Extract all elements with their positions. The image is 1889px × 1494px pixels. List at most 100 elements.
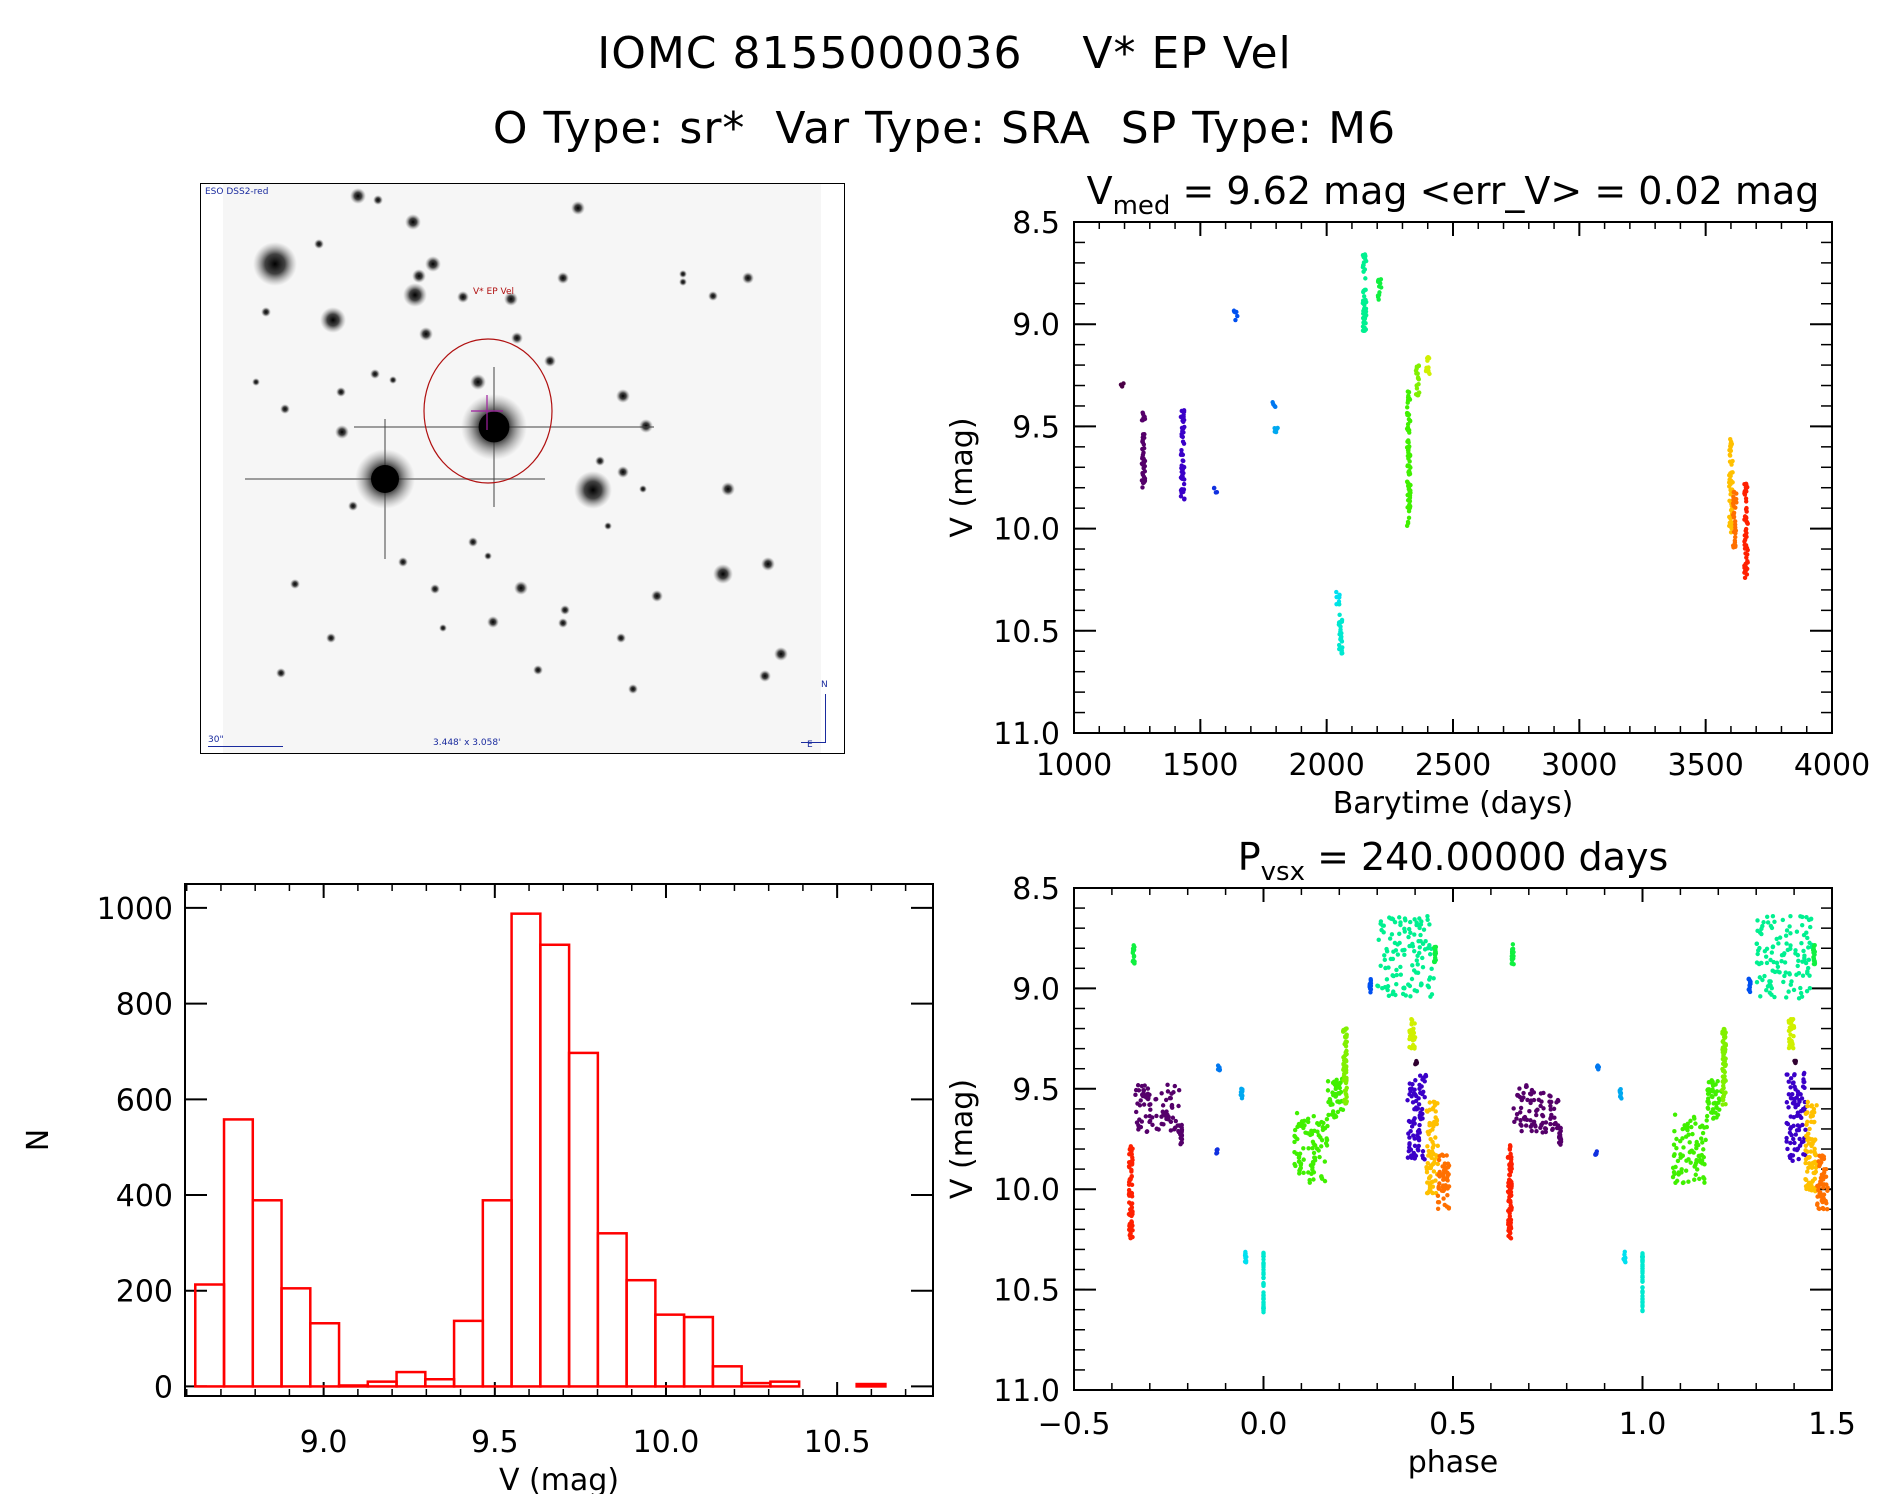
data-point: [1728, 478, 1734, 483]
data-point: [1426, 369, 1431, 375]
data-point: [1727, 447, 1733, 453]
data-point: [1640, 1254, 1645, 1259]
data-point: [1734, 500, 1739, 505]
data-point: [1759, 931, 1764, 937]
data-point: [1425, 913, 1430, 919]
data-point: [1325, 1123, 1330, 1129]
data-point: [1179, 469, 1184, 475]
data-point: [1770, 968, 1775, 973]
data-point: [1507, 1143, 1513, 1148]
data-point: [1405, 505, 1410, 510]
data-point: [1159, 1121, 1164, 1127]
data-point: [1728, 441, 1734, 447]
data-point: [1178, 1142, 1183, 1147]
data-point: [1418, 1116, 1424, 1122]
data-point: [1405, 492, 1410, 498]
data-point: [1299, 1120, 1305, 1125]
data-point: [1804, 1186, 1809, 1192]
data-point: [1747, 987, 1752, 993]
data-point: [1742, 546, 1748, 551]
data-point: [1427, 943, 1432, 948]
data-point: [1791, 1136, 1796, 1142]
data-point: [1421, 927, 1427, 932]
data-point: [1424, 1169, 1430, 1175]
data-point: [1774, 960, 1780, 966]
data-point: [1757, 930, 1763, 935]
data-point: [1818, 1181, 1824, 1187]
data-point: [1754, 941, 1760, 946]
data-point: [1414, 922, 1419, 928]
data-point: [1706, 1080, 1712, 1085]
data-point: [1805, 1155, 1811, 1160]
data-point: [1344, 1094, 1349, 1100]
star: [595, 456, 605, 466]
data-point: [1717, 1107, 1722, 1112]
data-point: [1709, 1078, 1714, 1083]
data-point: [1416, 1102, 1422, 1107]
data-point: [1812, 1151, 1818, 1157]
data-point: [1799, 1140, 1805, 1145]
data-point: [1362, 314, 1368, 320]
data-point: [1311, 1150, 1317, 1156]
data-point: [1640, 1285, 1645, 1290]
data-point: [1261, 1282, 1266, 1287]
data-point: [1787, 1039, 1792, 1045]
data-point: [1817, 1153, 1822, 1159]
data-point: [1698, 1159, 1703, 1165]
data-point: [1809, 1103, 1814, 1109]
data-point: [1744, 484, 1749, 489]
data-point: [1788, 1016, 1794, 1022]
data-point: [1391, 973, 1396, 979]
histogram-bar: [481, 1199, 513, 1388]
data-point: [1408, 1027, 1414, 1033]
data-point: [1812, 1170, 1817, 1176]
data-point: [1441, 1153, 1446, 1159]
data-point: [1363, 307, 1368, 312]
data-point: [1413, 1061, 1418, 1066]
data-point: [1362, 306, 1367, 311]
data-point: [1128, 1177, 1133, 1182]
data-point: [1140, 412, 1146, 417]
data-point: [1781, 952, 1786, 958]
data-point: [1810, 1113, 1816, 1119]
data-point: [1767, 979, 1772, 984]
data-point: [1640, 1299, 1645, 1304]
data-point: [1181, 426, 1186, 431]
data-point: [1808, 1114, 1814, 1119]
data-point: [1789, 1044, 1795, 1050]
data-point: [1344, 1051, 1349, 1057]
data-point: [1710, 1107, 1716, 1112]
data-point: [1179, 1122, 1184, 1128]
data-point: [1728, 443, 1733, 449]
histogram-bar: [395, 1370, 427, 1388]
data-point: [1699, 1152, 1704, 1158]
data-point: [1430, 1184, 1436, 1189]
data-point: [1505, 1154, 1511, 1160]
data-point: [1670, 1174, 1676, 1180]
data-point: [1433, 946, 1438, 952]
data-point: [1334, 1093, 1339, 1098]
data-point: [1688, 1118, 1693, 1124]
data-point: [1422, 1079, 1427, 1084]
data-point: [1427, 1165, 1432, 1171]
data-point: [1411, 1036, 1417, 1041]
data-point: [1243, 1249, 1248, 1255]
data-point: [1338, 636, 1344, 641]
data-point: [1368, 983, 1374, 989]
data-point: [1128, 1231, 1133, 1236]
data-point: [1311, 1170, 1317, 1175]
data-point: [1755, 928, 1760, 934]
data-point: [1163, 1113, 1168, 1118]
data-point: [1802, 957, 1807, 962]
data-point: [1693, 1121, 1698, 1126]
data-point: [1812, 961, 1817, 966]
x-axis-label: phase: [1408, 1445, 1499, 1480]
data-point: [1797, 1143, 1803, 1148]
data-point: [1343, 1079, 1348, 1084]
data-point: [1747, 978, 1752, 983]
data-point: [1178, 494, 1184, 499]
data-point: [1425, 1109, 1430, 1114]
data-point: [1723, 1062, 1728, 1067]
data-point: [1722, 1049, 1728, 1054]
data-point: [1127, 1164, 1132, 1170]
